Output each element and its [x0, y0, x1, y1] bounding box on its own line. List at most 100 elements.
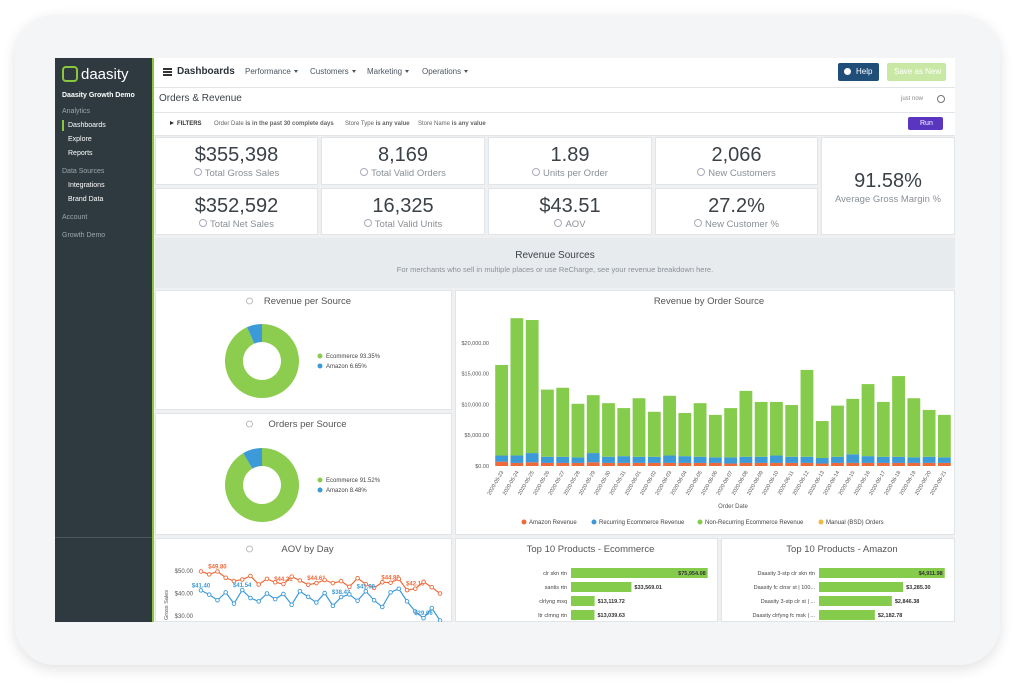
menu-item[interactable]: Dashboards [68, 122, 106, 129]
y-tick-label: clr skn rtn [543, 571, 567, 577]
menu-item[interactable]: Reports [68, 150, 93, 157]
line-point [371, 598, 377, 603]
accent-strip [152, 58, 154, 622]
chart-title: Revenue per Source [264, 296, 351, 307]
bar-segment [708, 414, 722, 458]
bar-segment [586, 462, 600, 466]
line-point [264, 576, 270, 582]
bar-segment [831, 405, 844, 457]
kpi-label: AOV [565, 219, 586, 230]
line-point [413, 609, 418, 614]
y-axis-label: Gross Sales [164, 590, 170, 620]
line-point [272, 596, 278, 602]
line-point [314, 600, 319, 605]
settings-icon[interactable] [937, 95, 945, 103]
kpi-tile: 91.58% Average Gross Margin % [821, 137, 955, 235]
kpi-value: $43.51 [539, 195, 601, 217]
bar-segment [602, 403, 615, 457]
line-point [305, 582, 311, 587]
data-label: $49.80 [208, 564, 227, 570]
run-label: Run [920, 120, 933, 127]
chart-title: Orders per Source [268, 419, 346, 430]
filter-item: Order Date is in the past 30 complete da… [214, 121, 334, 127]
menu-icon[interactable] [163, 68, 172, 76]
kpi-value: 1.89 [550, 144, 590, 166]
bar-segment [495, 455, 509, 462]
logo-text: daasity [81, 66, 129, 83]
data-label: $13,119.72 [598, 599, 625, 605]
line-point [388, 580, 393, 585]
bar [571, 596, 595, 606]
bar-segment [892, 376, 905, 457]
filter-bar [154, 113, 955, 136]
bar-segment [831, 456, 844, 463]
kpi-value: 8,169 [377, 144, 429, 166]
nav-item[interactable]: Marketing [367, 68, 409, 76]
nav-item[interactable]: Operations [422, 68, 468, 76]
bar-segment [754, 456, 768, 463]
bar-segment [876, 462, 890, 466]
menu-item[interactable]: Explore [68, 136, 92, 143]
kpi-tile: 1.89 Units per Order [488, 137, 652, 185]
line-point [437, 618, 443, 622]
info-icon[interactable] [360, 168, 369, 176]
bar-segment [586, 395, 600, 454]
info-icon[interactable] [532, 168, 541, 176]
bar-segment [541, 389, 554, 457]
bar [571, 582, 632, 592]
help-button[interactable]: Help [838, 63, 879, 81]
bar-segment [846, 398, 860, 455]
info-icon [246, 297, 253, 305]
legend-swatch [317, 477, 323, 483]
legend-label: Ecommerce 91.52% [326, 478, 381, 484]
bar-segment [724, 463, 738, 466]
filter-toggle[interactable] [170, 121, 174, 125]
line-point [396, 586, 402, 592]
bar-segment [785, 405, 799, 457]
bar-segment [510, 318, 524, 456]
nav-item[interactable]: Customers [310, 68, 356, 76]
menu-header[interactable]: Growth Demo [62, 232, 106, 239]
menu-item[interactable]: Brand Data [68, 196, 104, 203]
kpi-tile: $352,592 Total Net Sales [155, 188, 318, 235]
bar-segment [602, 462, 615, 466]
bar-segment [678, 413, 692, 457]
line-point [223, 575, 228, 581]
data-label: $3,285.30 [906, 585, 930, 591]
bar-segment [647, 462, 661, 466]
line-point [413, 586, 418, 591]
info-icon[interactable] [363, 219, 372, 227]
line-point [305, 594, 311, 600]
info-icon[interactable] [193, 168, 202, 176]
chart-panel [155, 290, 452, 410]
line-point [239, 587, 245, 593]
line-point [380, 604, 385, 610]
bar-segment [785, 456, 799, 463]
nav-item[interactable]: Performance [245, 68, 298, 76]
run-button[interactable]: Run [908, 117, 943, 130]
legend-value: 8.48% [350, 488, 368, 494]
info-icon[interactable] [694, 219, 703, 227]
donut-slice [225, 448, 300, 522]
line-point [429, 584, 435, 590]
menu-item[interactable]: Integrations [68, 182, 105, 189]
kpi-label-row: Total Net Sales [156, 219, 317, 230]
info-icon[interactable] [199, 219, 208, 227]
donut-slice [225, 324, 300, 399]
bar-segment [754, 401, 768, 457]
info-icon[interactable] [554, 219, 563, 227]
save-button[interactable]: Save as New [887, 63, 946, 81]
kpi-value: 2,066 [711, 144, 762, 166]
data-label: $2,846.38 [895, 599, 919, 605]
kpi-label-row: Units per Order [489, 168, 651, 179]
info-icon[interactable] [697, 168, 706, 176]
bar-segment [556, 462, 570, 466]
data-label: $41.00 [357, 584, 376, 590]
filter-item: Store Name is any value [418, 121, 486, 127]
menu-header[interactable]: Account [62, 214, 88, 221]
line-point [363, 589, 369, 594]
bar-segment [556, 387, 570, 457]
legend-swatch [521, 519, 527, 525]
filter-label[interactable]: FILTERS [177, 121, 202, 127]
